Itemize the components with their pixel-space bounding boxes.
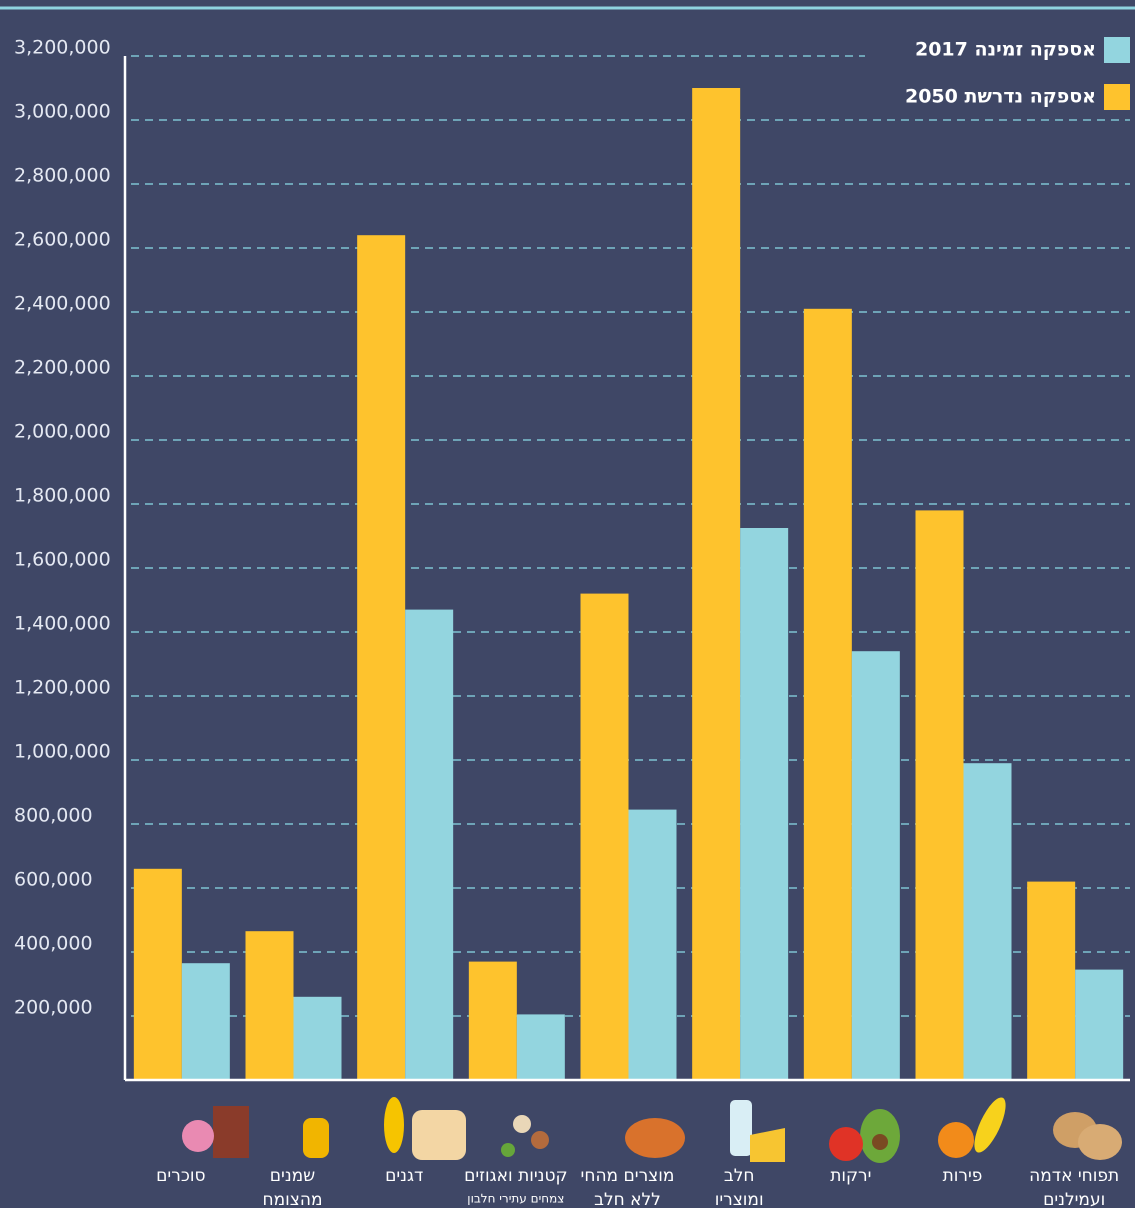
icons [182, 1097, 1122, 1163]
bar [692, 88, 741, 1080]
y-tick-label: 3,000,000 [14, 101, 111, 123]
y-tick-label: 3,200,000 [14, 37, 111, 59]
x-tick-label: שמנים [270, 1166, 315, 1186]
legend-label: אספקה נדרשת 2050 [905, 86, 1096, 108]
x-tick-label: סוכרים [156, 1166, 205, 1186]
y-tick-label: 600,000 [14, 869, 93, 891]
x-tick-label: פירות [943, 1166, 983, 1186]
y-tick-label: 2,000,000 [14, 421, 111, 443]
bar [245, 931, 294, 1080]
bar [740, 528, 789, 1080]
bar [293, 996, 342, 1080]
y-tick-label: 2,800,000 [14, 165, 111, 187]
x-tick-label: קטניות ואגוזים [464, 1166, 568, 1186]
bar [516, 1014, 565, 1080]
x-tick-label: מוצרים מהחי [581, 1166, 675, 1186]
x-tick-label: ועמילנים [1043, 1190, 1105, 1208]
y-tick-label: 1,800,000 [14, 485, 111, 507]
bar [915, 510, 964, 1080]
bar [468, 961, 517, 1080]
x-tick-label: ומוצריו [715, 1190, 764, 1208]
legend-label: אספקה זמינה 2017 [915, 39, 1096, 61]
y-tick-label: 200,000 [14, 997, 93, 1019]
bar [963, 763, 1012, 1080]
bar [133, 868, 182, 1080]
x-tick-label: חלב [724, 1166, 755, 1186]
bar [803, 308, 852, 1080]
y-tick-label: 1,000,000 [14, 741, 111, 763]
x-tick-label: ירקות [830, 1166, 871, 1186]
bar [851, 651, 900, 1080]
y-tick-label: 2,200,000 [14, 357, 111, 379]
legend-swatch [1104, 84, 1130, 110]
x-tick-sublabel: צמחים עתירי חלבון [467, 1192, 564, 1206]
y-tick-label: 2,400,000 [14, 293, 111, 315]
y-tick-label: 1,600,000 [14, 549, 111, 571]
y-tick-label: 1,200,000 [14, 677, 111, 699]
bar [357, 235, 406, 1080]
x-tick-label: ללא חלב [594, 1190, 661, 1208]
y-tick-label: 1,400,000 [14, 613, 111, 635]
bar [1027, 881, 1076, 1080]
y-tick-label: 2,600,000 [14, 229, 111, 251]
y-tick-label: 800,000 [14, 805, 93, 827]
bar [628, 809, 677, 1080]
y-tick-label: 400,000 [14, 933, 93, 955]
legend-swatch [1104, 37, 1130, 63]
x-tick-label: מהצומח [262, 1190, 322, 1208]
bar [405, 609, 454, 1080]
bar [580, 593, 629, 1080]
bar [181, 963, 230, 1080]
bar [1075, 969, 1124, 1080]
x-tick-label: תפוחי אדמה [1029, 1166, 1119, 1186]
x-tick-label: דגנים [385, 1166, 423, 1186]
